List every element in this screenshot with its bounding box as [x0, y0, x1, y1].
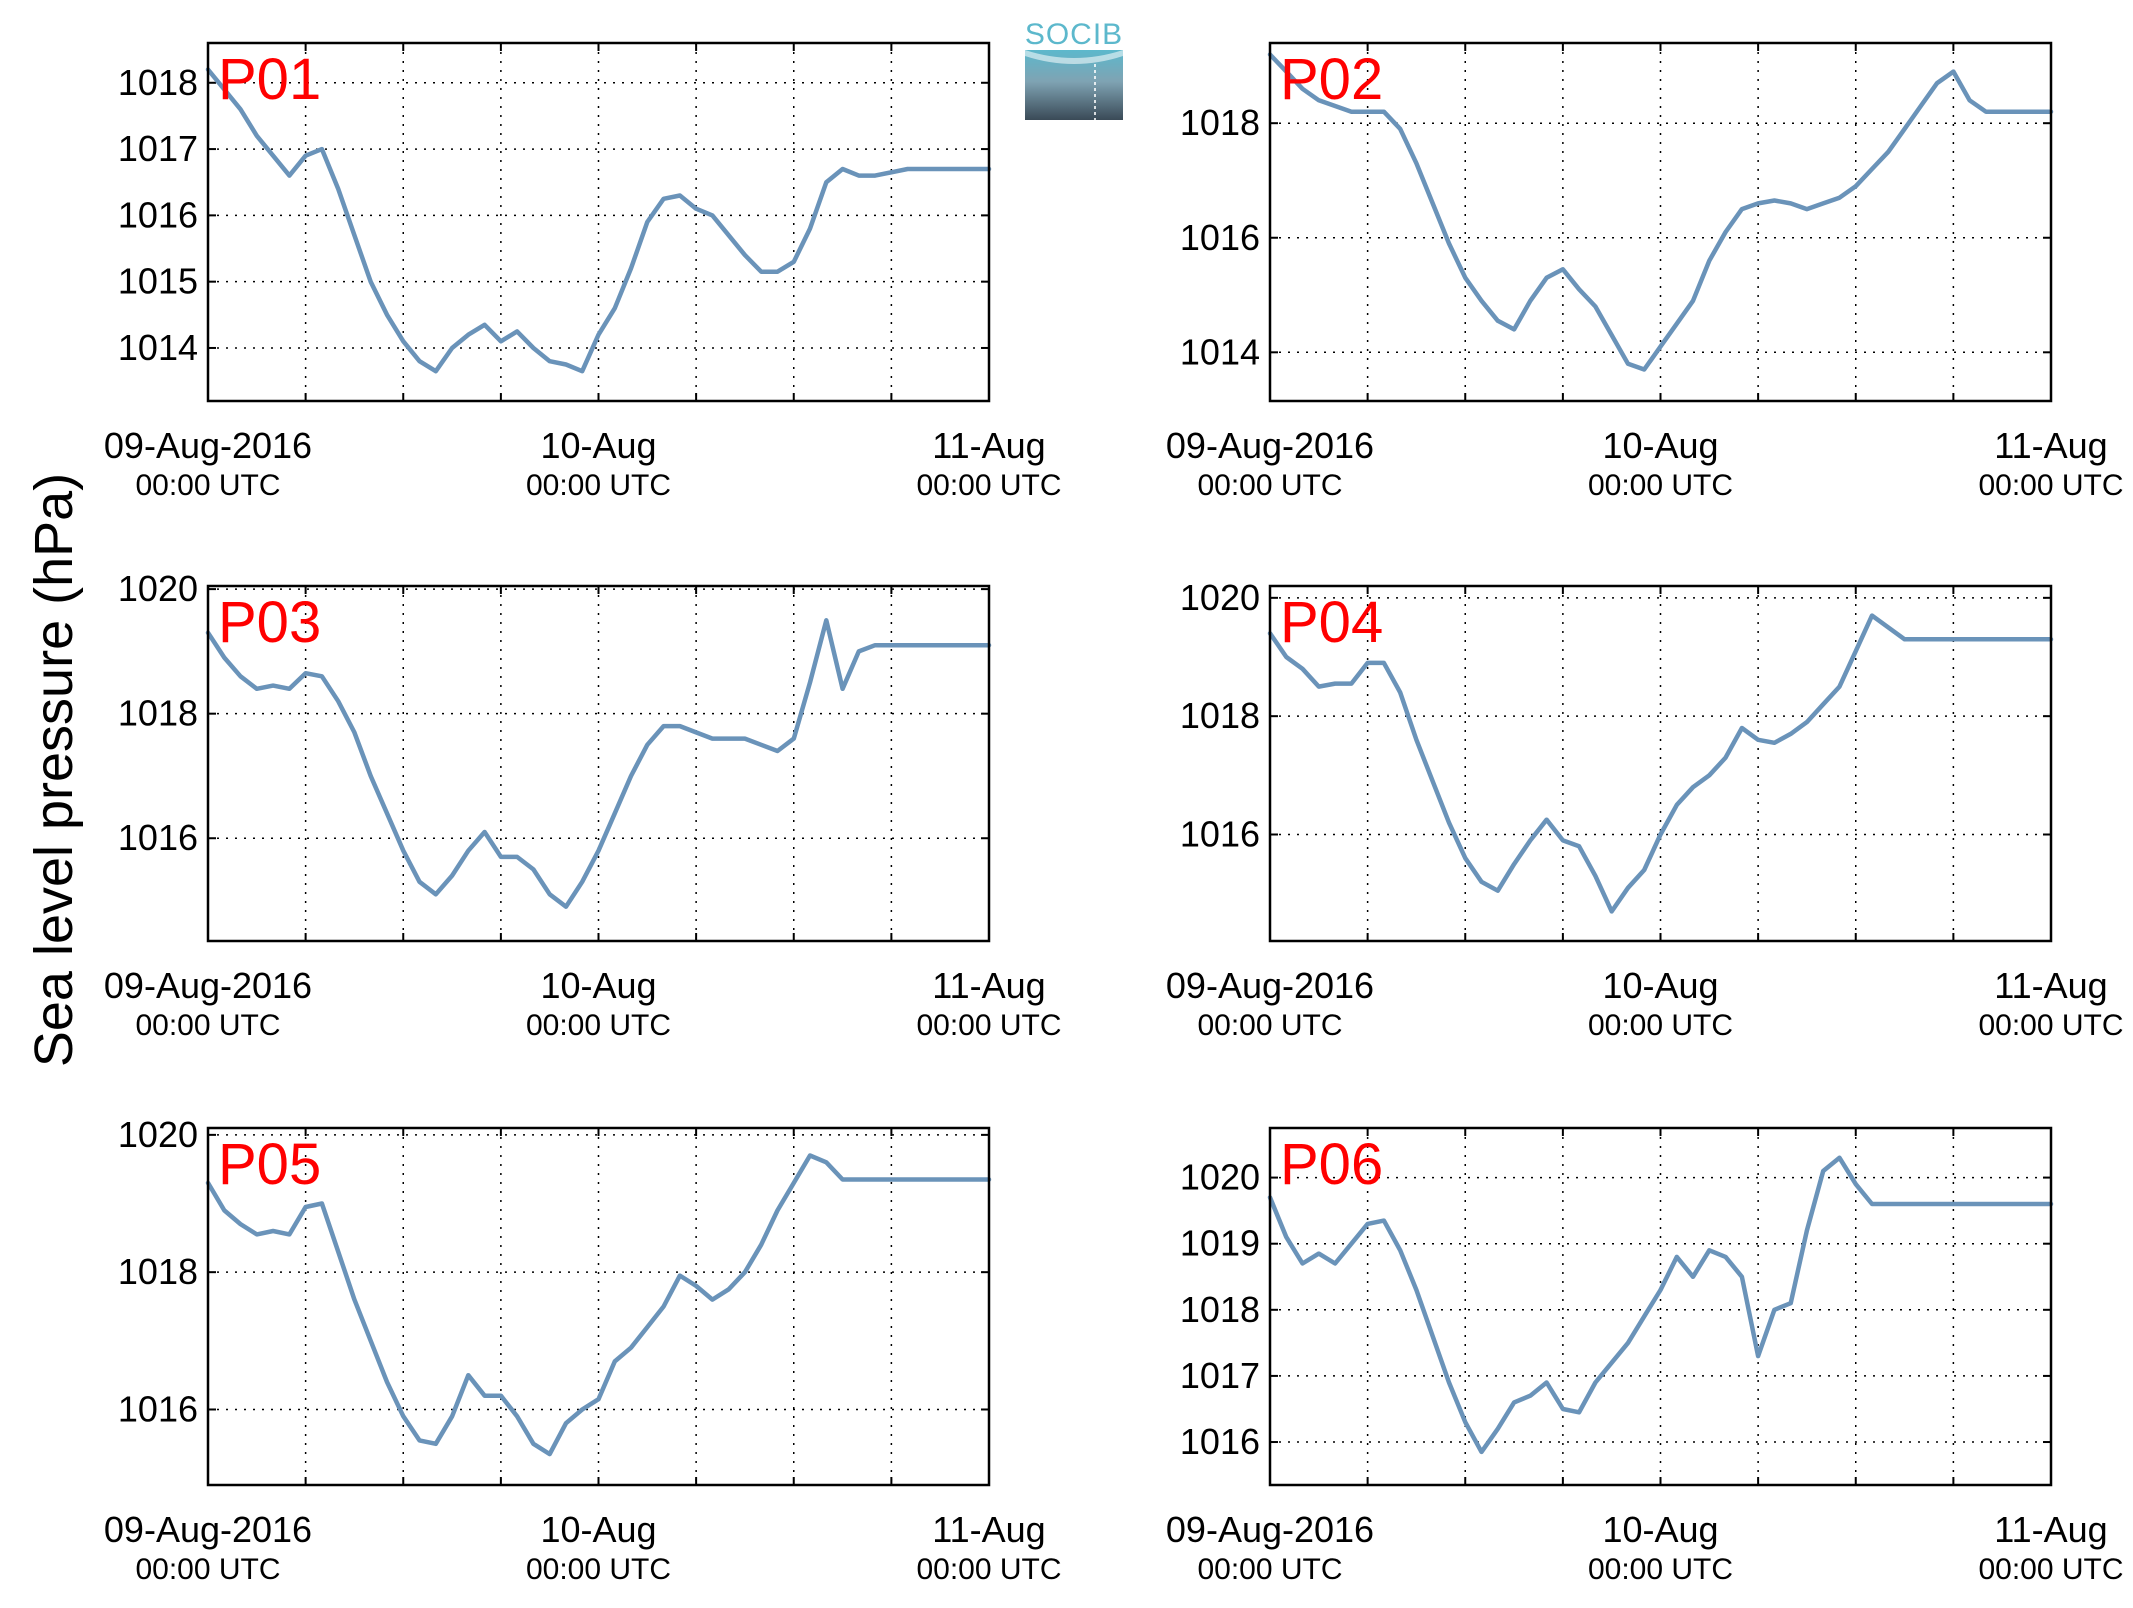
axes-frame: [206, 41, 991, 403]
x-tick-label: 10-Aug: [540, 425, 656, 466]
pressure-series-line: [1267, 1155, 2054, 1455]
y-tick-label: 1018: [1180, 695, 1260, 736]
logo-text: SOCIB: [1025, 18, 1123, 51]
x-tick-label: 11-Aug: [932, 1509, 1045, 1550]
x-tick-sublabel: 00:00 UTC: [1588, 1009, 1733, 1042]
x-tick-sublabel: 00:00 UTC: [1197, 1009, 1342, 1042]
y-tick-label: 1020: [118, 1114, 198, 1155]
y-tick-label: 1019: [1180, 1223, 1260, 1264]
y-tick-label: 1020: [118, 568, 198, 609]
y-axis-label: Sea level pressure (hPa): [24, 473, 84, 1067]
y-tick-label: 1016: [1180, 814, 1260, 855]
y-tick-label: 1020: [1180, 577, 1260, 618]
x-tick-sublabel: 00:00 UTC: [916, 1009, 1061, 1042]
pressure-series-line: [1267, 52, 2054, 372]
x-tick-label: 10-Aug: [540, 1509, 656, 1550]
x-tick-sublabel: 00:00 UTC: [526, 1009, 671, 1042]
x-tick-sublabel: 00:00 UTC: [1978, 469, 2123, 502]
y-tick-label: 1016: [118, 1388, 198, 1429]
axes-frame: [206, 584, 991, 943]
x-tick-label: 11-Aug: [1994, 1509, 2107, 1550]
pressure-series-line: [205, 67, 992, 374]
x-tick-label: 09-Aug-2016: [1166, 965, 1374, 1006]
x-tick-sublabel: 00:00 UTC: [135, 469, 280, 502]
x-tick-sublabel: 00:00 UTC: [526, 469, 671, 502]
y-tick-label: 1018: [1180, 102, 1260, 143]
y-tick-label: 1016: [1180, 217, 1260, 258]
x-tick-label: 11-Aug: [1994, 965, 2107, 1006]
x-tick-label: 10-Aug: [540, 965, 656, 1006]
y-tick-label: 1016: [118, 817, 198, 858]
y-tick-label: 1018: [118, 1251, 198, 1292]
x-tick-sublabel: 00:00 UTC: [916, 1553, 1061, 1586]
x-tick-label: 09-Aug-2016: [104, 965, 312, 1006]
y-tick-label: 1017: [118, 128, 198, 169]
axes-frame: [1268, 584, 2053, 943]
panel-label: P01: [218, 47, 321, 112]
y-tick-label: 1016: [1180, 1421, 1260, 1462]
y-tick-label: 1014: [118, 327, 198, 368]
x-tick-sublabel: 00:00 UTC: [526, 1553, 671, 1586]
socib-logo: SOCIB: [1025, 18, 1123, 120]
x-tick-sublabel: 00:00 UTC: [1978, 1009, 2123, 1042]
x-tick-label: 10-Aug: [1602, 1509, 1718, 1550]
x-tick-sublabel: 00:00 UTC: [1197, 1553, 1342, 1586]
y-tick-label: 1018: [1180, 1289, 1260, 1330]
panel-label: P05: [218, 1132, 321, 1197]
panel-label: P04: [1280, 590, 1383, 655]
axes-frame: [206, 1126, 991, 1487]
x-tick-label: 09-Aug-2016: [104, 1509, 312, 1550]
axes-frame: [1268, 41, 2053, 403]
axes-frame: [1268, 1126, 2053, 1487]
y-tick-label: 1016: [118, 194, 198, 235]
x-tick-label: 09-Aug-2016: [1166, 1509, 1374, 1550]
x-tick-sublabel: 00:00 UTC: [1588, 469, 1733, 502]
y-tick-label: 1018: [118, 693, 198, 734]
pressure-series-line: [1267, 613, 2054, 914]
x-tick-label: 10-Aug: [1602, 425, 1718, 466]
x-tick-label: 11-Aug: [932, 425, 1045, 466]
y-tick-label: 1018: [118, 62, 198, 103]
panel-label: P03: [218, 590, 321, 655]
logo-wave: [1025, 50, 1123, 64]
y-tick-label: 1015: [118, 261, 198, 302]
y-tick-label: 1020: [1180, 1157, 1260, 1198]
x-tick-label: 11-Aug: [1994, 425, 2107, 466]
x-tick-sublabel: 00:00 UTC: [1978, 1553, 2123, 1586]
x-tick-sublabel: 00:00 UTC: [1588, 1553, 1733, 1586]
x-tick-label: 10-Aug: [1602, 965, 1718, 1006]
x-tick-sublabel: 00:00 UTC: [135, 1553, 280, 1586]
x-tick-label: 09-Aug-2016: [1166, 425, 1374, 466]
y-tick-label: 1014: [1180, 331, 1260, 372]
panel-label: P02: [1280, 47, 1383, 112]
x-tick-sublabel: 00:00 UTC: [1197, 469, 1342, 502]
pressure-series-line: [205, 618, 992, 909]
x-tick-sublabel: 00:00 UTC: [135, 1009, 280, 1042]
x-tick-sublabel: 00:00 UTC: [916, 469, 1061, 502]
x-tick-label: 11-Aug: [932, 965, 1045, 1006]
x-tick-label: 09-Aug-2016: [104, 425, 312, 466]
pressure-series-line: [205, 1153, 992, 1457]
panel-label: P06: [1280, 1132, 1383, 1197]
y-tick-label: 1017: [1180, 1355, 1260, 1396]
